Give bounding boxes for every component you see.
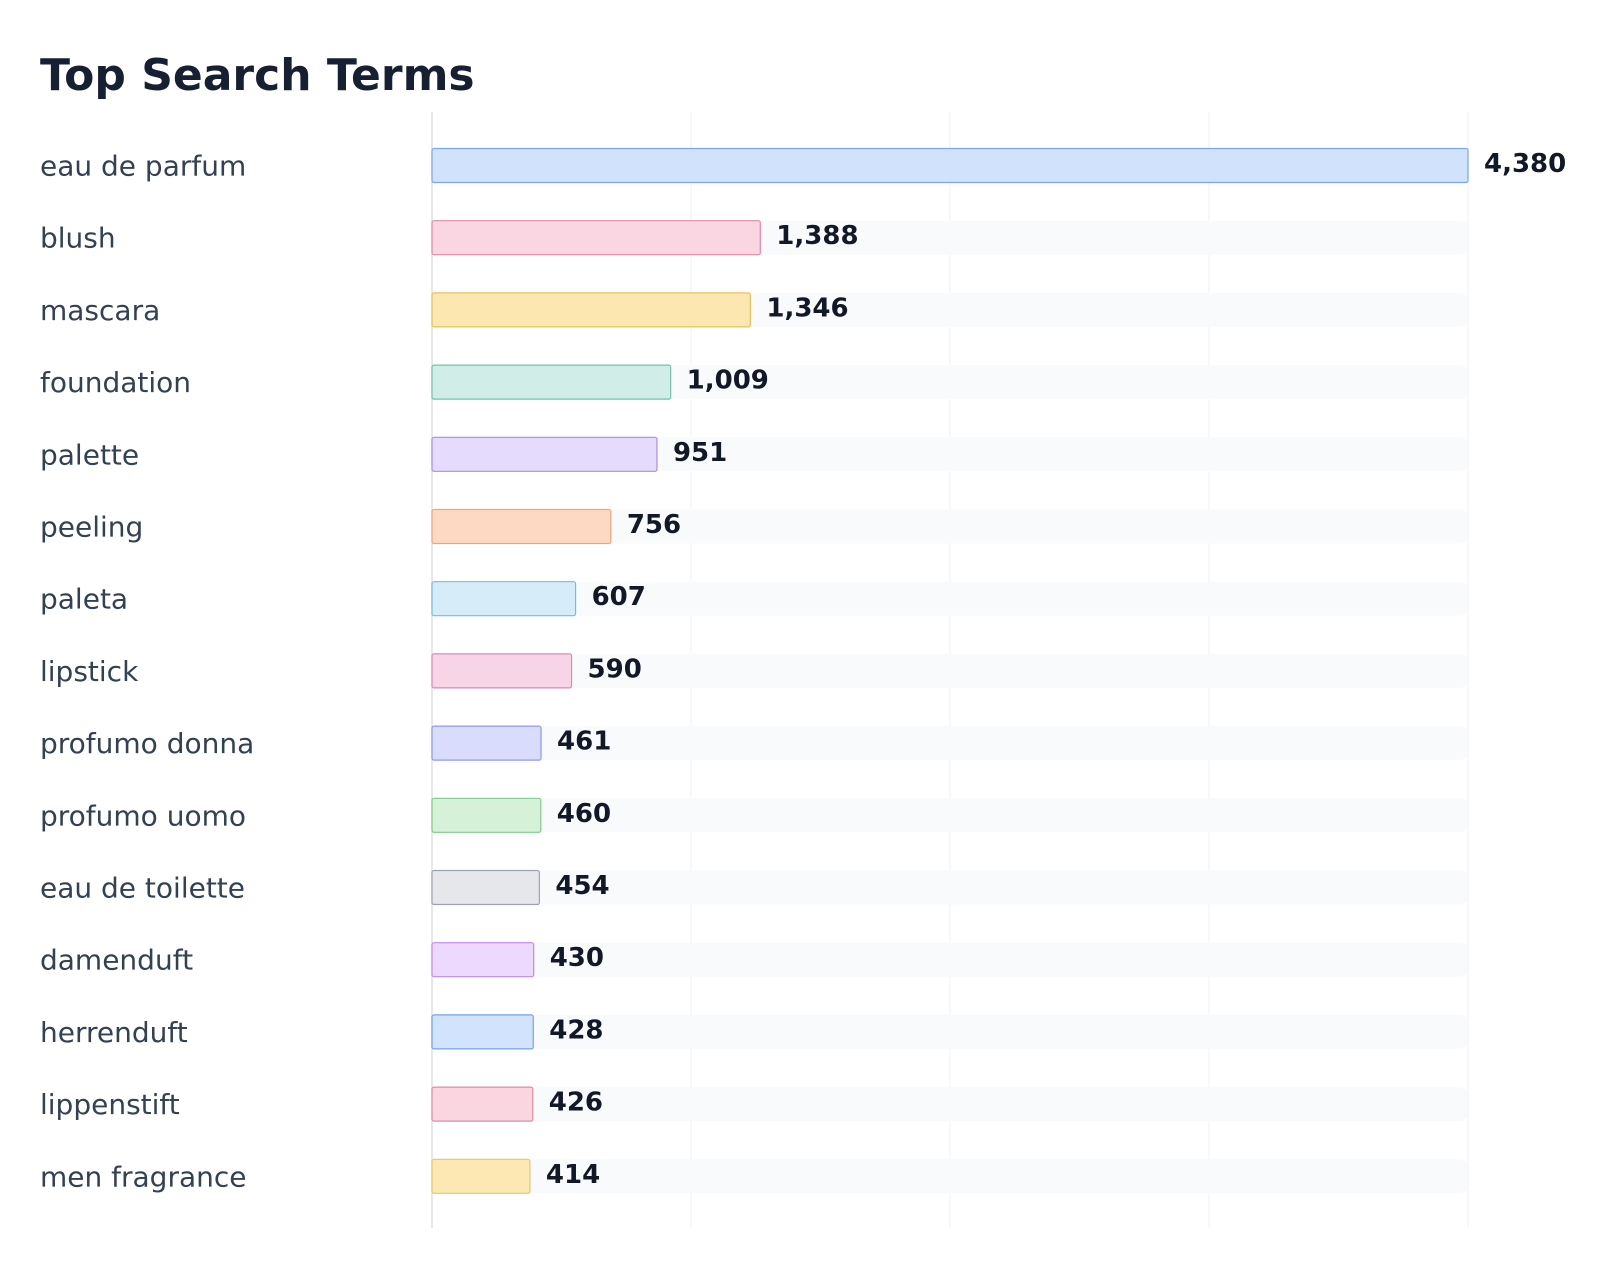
bar-track bbox=[432, 798, 1468, 833]
bar[interactable] bbox=[431, 869, 540, 906]
value-label: 1,346 bbox=[766, 293, 848, 323]
bar[interactable] bbox=[431, 1086, 534, 1122]
bar-track bbox=[432, 1087, 1468, 1122]
value-label: 461 bbox=[557, 727, 611, 757]
category-label: palette bbox=[40, 438, 139, 471]
category-label: herrenduft bbox=[40, 1016, 188, 1049]
category-label: mascara bbox=[40, 294, 160, 327]
bar[interactable] bbox=[431, 436, 658, 472]
value-label: 1,388 bbox=[776, 221, 858, 251]
bar[interactable] bbox=[431, 653, 573, 689]
bar[interactable] bbox=[431, 1014, 534, 1050]
bar[interactable] bbox=[431, 1158, 531, 1194]
bar[interactable] bbox=[431, 147, 1469, 184]
bar-track bbox=[432, 653, 1468, 688]
category-label: profumo donna bbox=[40, 727, 254, 760]
value-label: 1,009 bbox=[687, 366, 769, 396]
value-label: 590 bbox=[588, 654, 642, 684]
category-label: blush bbox=[40, 222, 116, 255]
category-label: foundation bbox=[40, 366, 191, 399]
value-label: 951 bbox=[673, 438, 727, 468]
bar[interactable] bbox=[431, 581, 577, 617]
bar-track bbox=[432, 726, 1468, 761]
value-label: 4,380 bbox=[1484, 149, 1566, 179]
category-label: lipstick bbox=[40, 655, 139, 688]
value-label: 414 bbox=[546, 1160, 600, 1190]
label-layer: eau de parfum 4,380 blush 1,388 mascara 1,346… bbox=[40, 149, 1566, 1193]
value-label: 430 bbox=[550, 943, 604, 973]
category-label: eau de toilette bbox=[40, 872, 245, 905]
value-label: 426 bbox=[549, 1088, 603, 1118]
bar-track bbox=[432, 942, 1468, 977]
value-label: 607 bbox=[592, 582, 646, 612]
category-label: damenduft bbox=[40, 944, 193, 977]
value-label: 460 bbox=[557, 799, 611, 829]
category-label: profumo uomo bbox=[40, 799, 246, 832]
bar-track bbox=[432, 581, 1468, 616]
bar[interactable] bbox=[431, 797, 542, 833]
value-label: 756 bbox=[627, 510, 681, 540]
chart-title: Top Search Terms bbox=[40, 50, 475, 101]
bar[interactable] bbox=[431, 220, 761, 256]
category-label: men fragrance bbox=[40, 1160, 247, 1193]
category-label: paleta bbox=[40, 583, 128, 616]
value-label: 428 bbox=[549, 1015, 603, 1045]
category-label: peeling bbox=[40, 511, 143, 544]
category-label: eau de parfum bbox=[40, 150, 246, 183]
bar[interactable] bbox=[431, 364, 672, 400]
bar[interactable] bbox=[431, 292, 751, 328]
value-label: 454 bbox=[555, 871, 609, 901]
bar-track bbox=[432, 1014, 1468, 1049]
bar-track bbox=[432, 870, 1468, 905]
bar-track bbox=[432, 437, 1468, 472]
bar[interactable] bbox=[431, 508, 612, 545]
bar[interactable] bbox=[431, 942, 535, 978]
bar-track bbox=[432, 509, 1468, 544]
bar[interactable] bbox=[431, 725, 542, 761]
category-label: lippenstift bbox=[40, 1088, 180, 1121]
bar-layer bbox=[431, 147, 1469, 1194]
bar-track bbox=[432, 1159, 1468, 1194]
bar-track bbox=[432, 365, 1468, 400]
